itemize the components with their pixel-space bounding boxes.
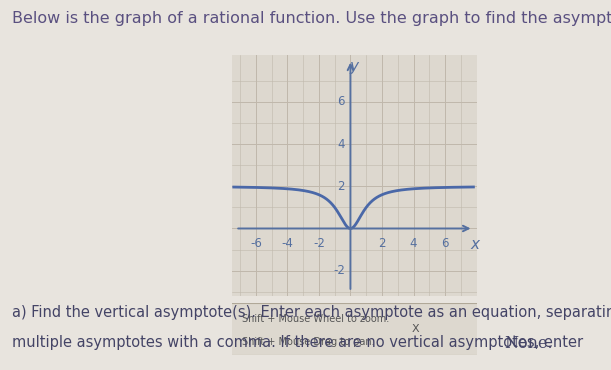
Text: Shift + Mouse Wheel to zoom.: Shift + Mouse Wheel to zoom. [242,314,389,324]
Text: -2: -2 [313,237,325,250]
Text: 2: 2 [378,237,386,250]
Text: 4: 4 [337,138,345,151]
Text: x: x [470,237,480,252]
Text: 2: 2 [337,180,345,193]
Text: None.: None. [504,335,553,352]
Text: 6: 6 [337,95,345,108]
Text: 6: 6 [441,237,449,250]
Text: a) Find the vertical asymptote(s). Enter each asymptote as an equation, separati: a) Find the vertical asymptote(s). Enter… [12,305,611,320]
Text: 4: 4 [410,237,417,250]
Text: X: X [412,324,419,334]
Text: -4: -4 [282,237,293,250]
Text: Shift + Mouse Drag to pan.: Shift + Mouse Drag to pan. [242,337,375,347]
Text: -2: -2 [333,264,345,277]
Text: -6: -6 [250,237,262,250]
Text: multiple asymptotes with a comma. If there are no vertical asymptotes, enter: multiple asymptotes with a comma. If the… [12,335,588,350]
Text: y: y [349,59,358,74]
Text: Below is the graph of a rational function. Use the graph to find the asymptotes.: Below is the graph of a rational functio… [12,11,611,26]
